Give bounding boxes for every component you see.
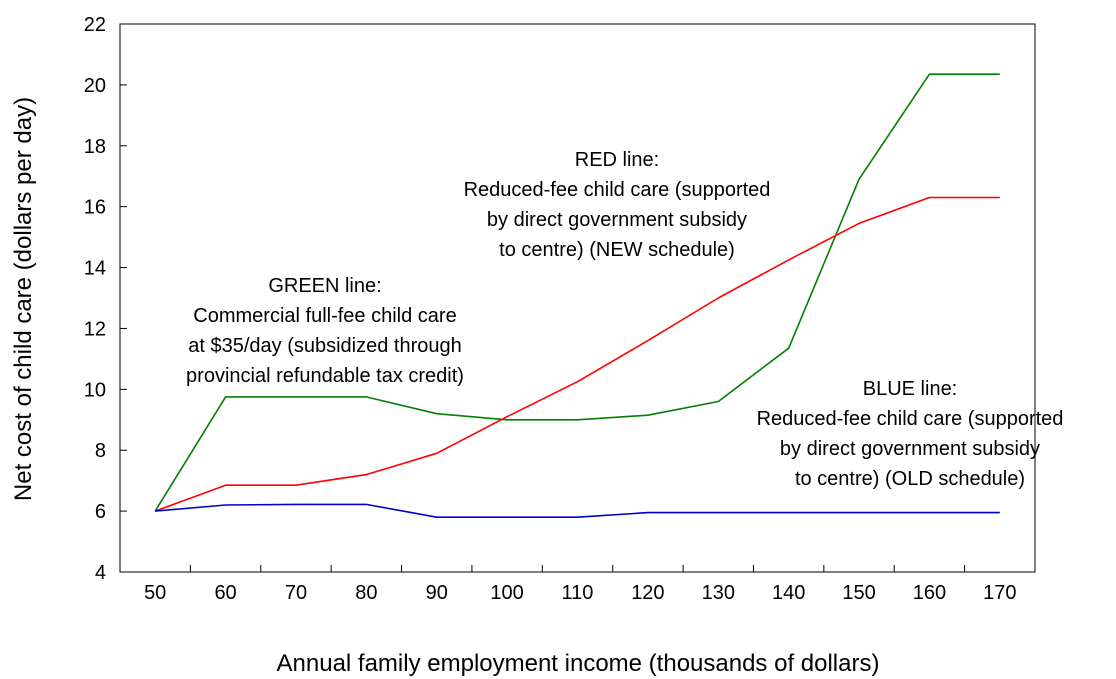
y-tick-label: 22 bbox=[84, 14, 106, 36]
annotation-red-line: Reduced-fee child care (supported bbox=[464, 179, 771, 201]
annotation-green-line: Commercial full-fee child care bbox=[193, 305, 456, 327]
x-tick-label: 110 bbox=[562, 582, 594, 604]
series-blue-line bbox=[155, 503, 1000, 519]
x-tick-label: 80 bbox=[355, 582, 377, 604]
x-tick-label: 90 bbox=[426, 582, 448, 604]
plot-frame bbox=[119, 23, 1036, 573]
y-axis-title: Net cost of child care (dollars per day) bbox=[10, 97, 37, 501]
annotation-red-line: to centre) (NEW schedule) bbox=[499, 239, 735, 261]
x-tick-label: 50 bbox=[144, 582, 166, 604]
annotation-red-line: RED line: bbox=[575, 149, 659, 171]
annotation-green-line: GREEN line: bbox=[268, 275, 381, 297]
x-tick-label: 140 bbox=[772, 582, 805, 604]
y-tick-label: 16 bbox=[84, 197, 106, 219]
annotation-green-line: at $35/day (subsidized through bbox=[188, 335, 462, 357]
annotation-red-line: by direct government subsidy bbox=[487, 209, 747, 231]
annotation-blue: BLUE line: Reduced-fee child care (suppor… bbox=[757, 378, 1064, 490]
series-red-line bbox=[154, 196, 1000, 512]
x-axis-title: Annual family employment income (thousan… bbox=[277, 650, 880, 677]
annotation-green: GREEN line: Commercial full-fee child car… bbox=[186, 275, 464, 387]
annotation-blue-line: BLUE line: bbox=[863, 378, 958, 400]
x-tick-label: 70 bbox=[285, 582, 307, 604]
x-tick-label: 120 bbox=[631, 582, 664, 604]
x-tick-label: 160 bbox=[913, 582, 946, 604]
annotation-red: RED line: Reduced-fee child care (support… bbox=[464, 149, 771, 261]
y-tick-label: 18 bbox=[84, 136, 106, 158]
annotation-blue-line: Reduced-fee child care (supported bbox=[757, 408, 1064, 430]
annotation-blue-line: to centre) (OLD schedule) bbox=[795, 468, 1025, 490]
series-green-line bbox=[154, 73, 1000, 512]
x-tick-label: 150 bbox=[842, 582, 875, 604]
annotation-green-line: provincial refundable tax credit) bbox=[186, 365, 464, 387]
x-tick-label: 130 bbox=[702, 582, 735, 604]
x-tick-label: 170 bbox=[983, 582, 1016, 604]
y-tick-label: 4 bbox=[95, 562, 106, 584]
y-tick-label: 20 bbox=[84, 75, 106, 97]
y-tick-label: 14 bbox=[84, 258, 106, 280]
x-tick-label: 60 bbox=[214, 582, 236, 604]
y-tick-label: 12 bbox=[84, 318, 106, 340]
y-tick-label: 6 bbox=[95, 501, 106, 523]
y-tick-label: 8 bbox=[95, 440, 106, 462]
x-tick-label: 100 bbox=[490, 582, 523, 604]
y-tick-label: 10 bbox=[84, 379, 106, 401]
annotation-blue-line: by direct government subsidy bbox=[780, 438, 1040, 460]
